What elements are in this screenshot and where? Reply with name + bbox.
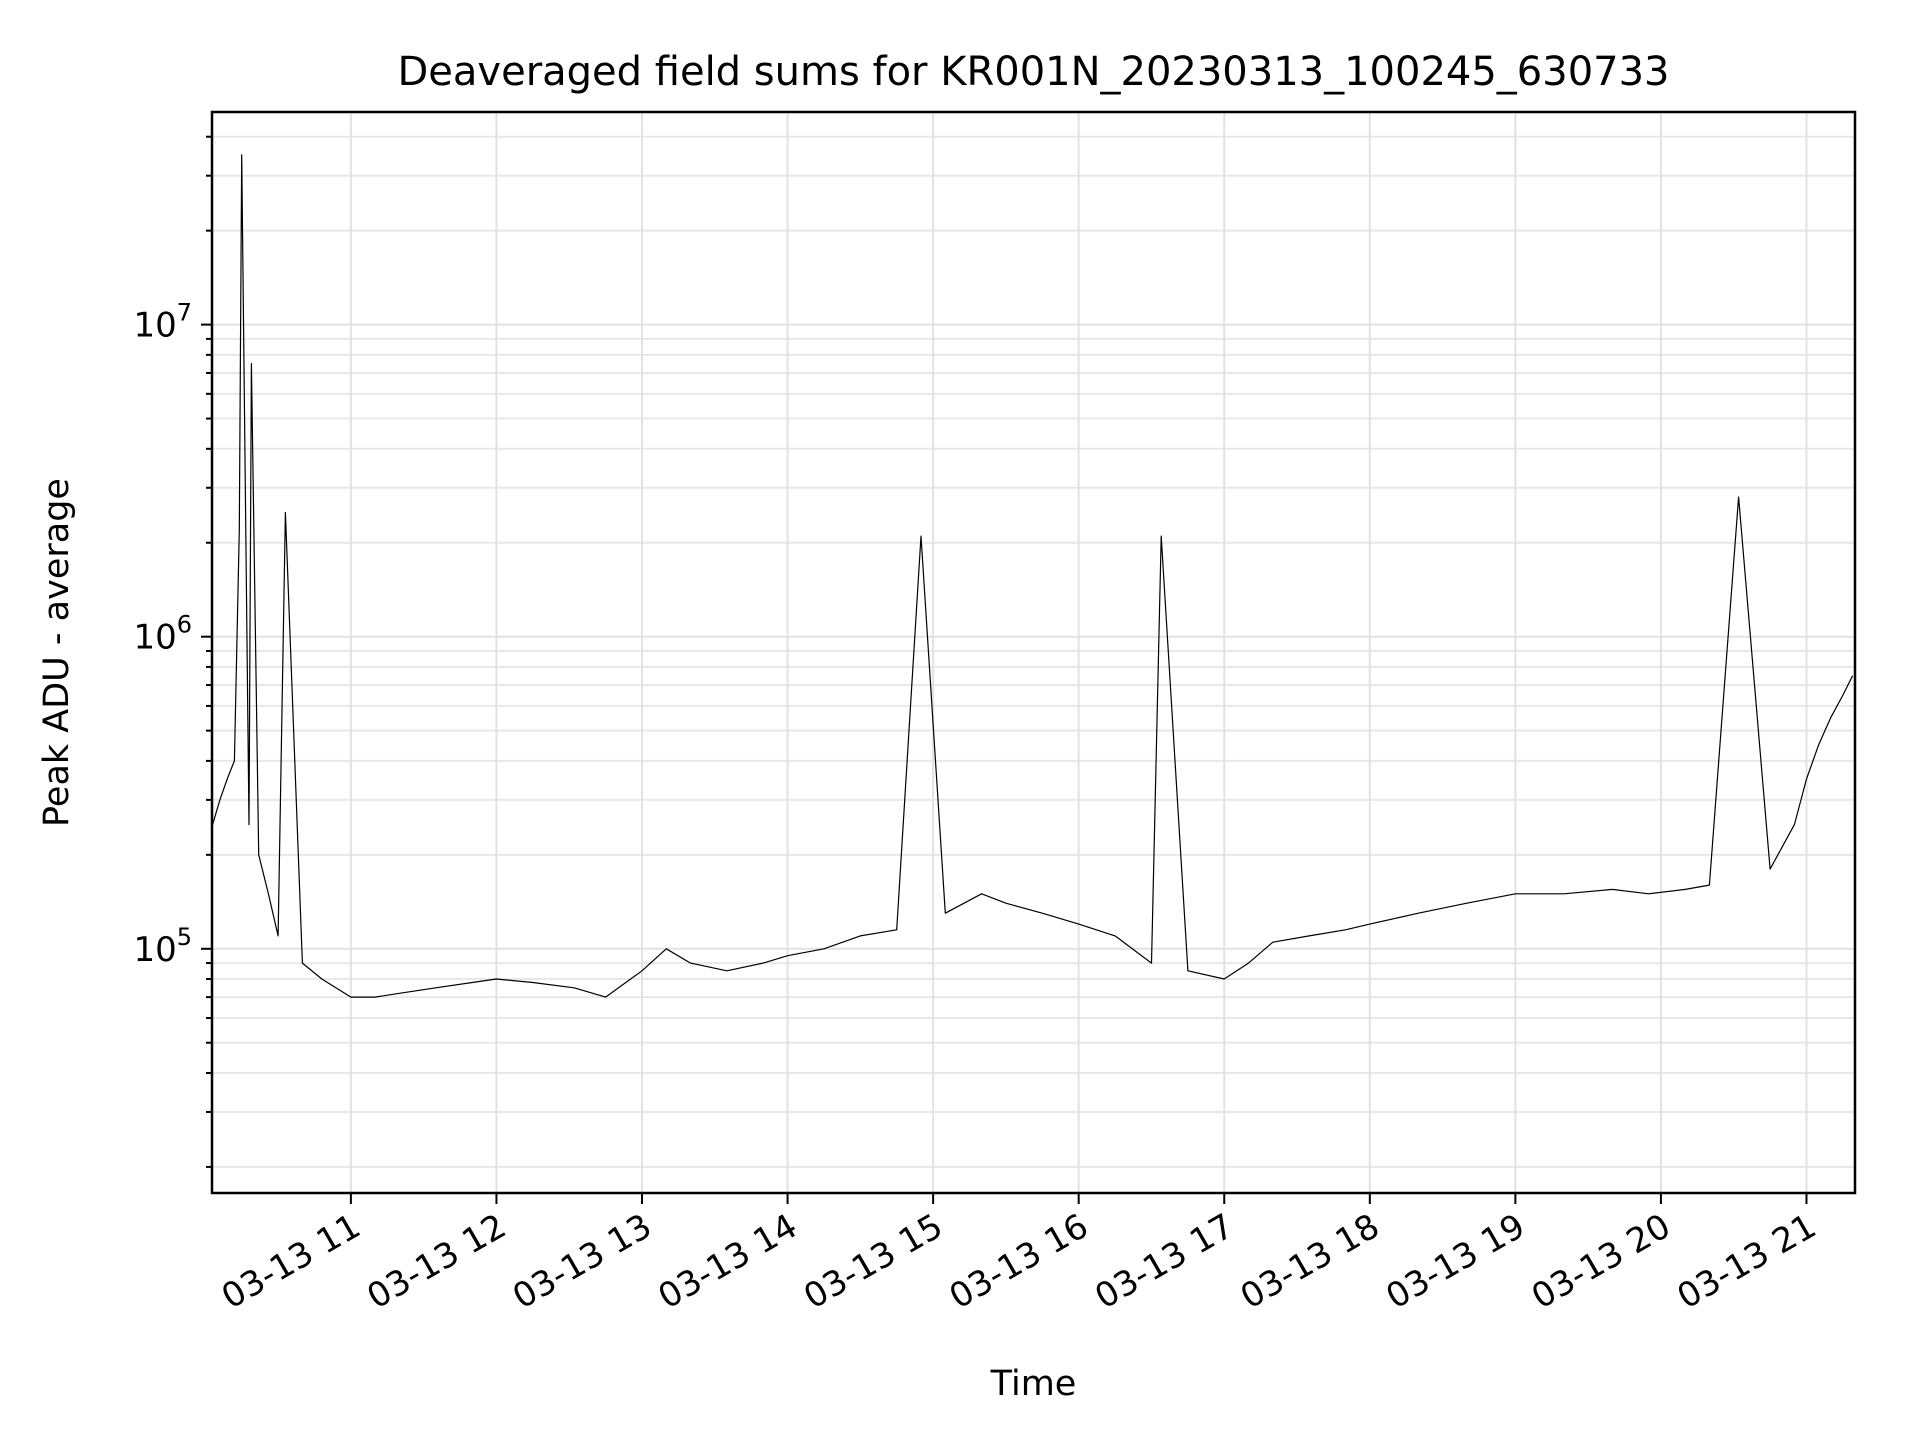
y-tick-label: 107 bbox=[133, 299, 192, 346]
y-tick-label: 105 bbox=[133, 923, 192, 970]
series-line bbox=[212, 154, 1854, 998]
y-tick-label: 106 bbox=[133, 611, 192, 658]
x-axis-label: Time bbox=[990, 1364, 1077, 1404]
grid bbox=[212, 112, 1855, 1193]
plot-frame bbox=[210, 110, 1857, 1195]
series-layer bbox=[212, 154, 1854, 998]
y-axis-label: Peak ADU - average bbox=[37, 478, 77, 827]
chart-title: Deaveraged field sums for KR001N_2023031… bbox=[398, 49, 1670, 95]
